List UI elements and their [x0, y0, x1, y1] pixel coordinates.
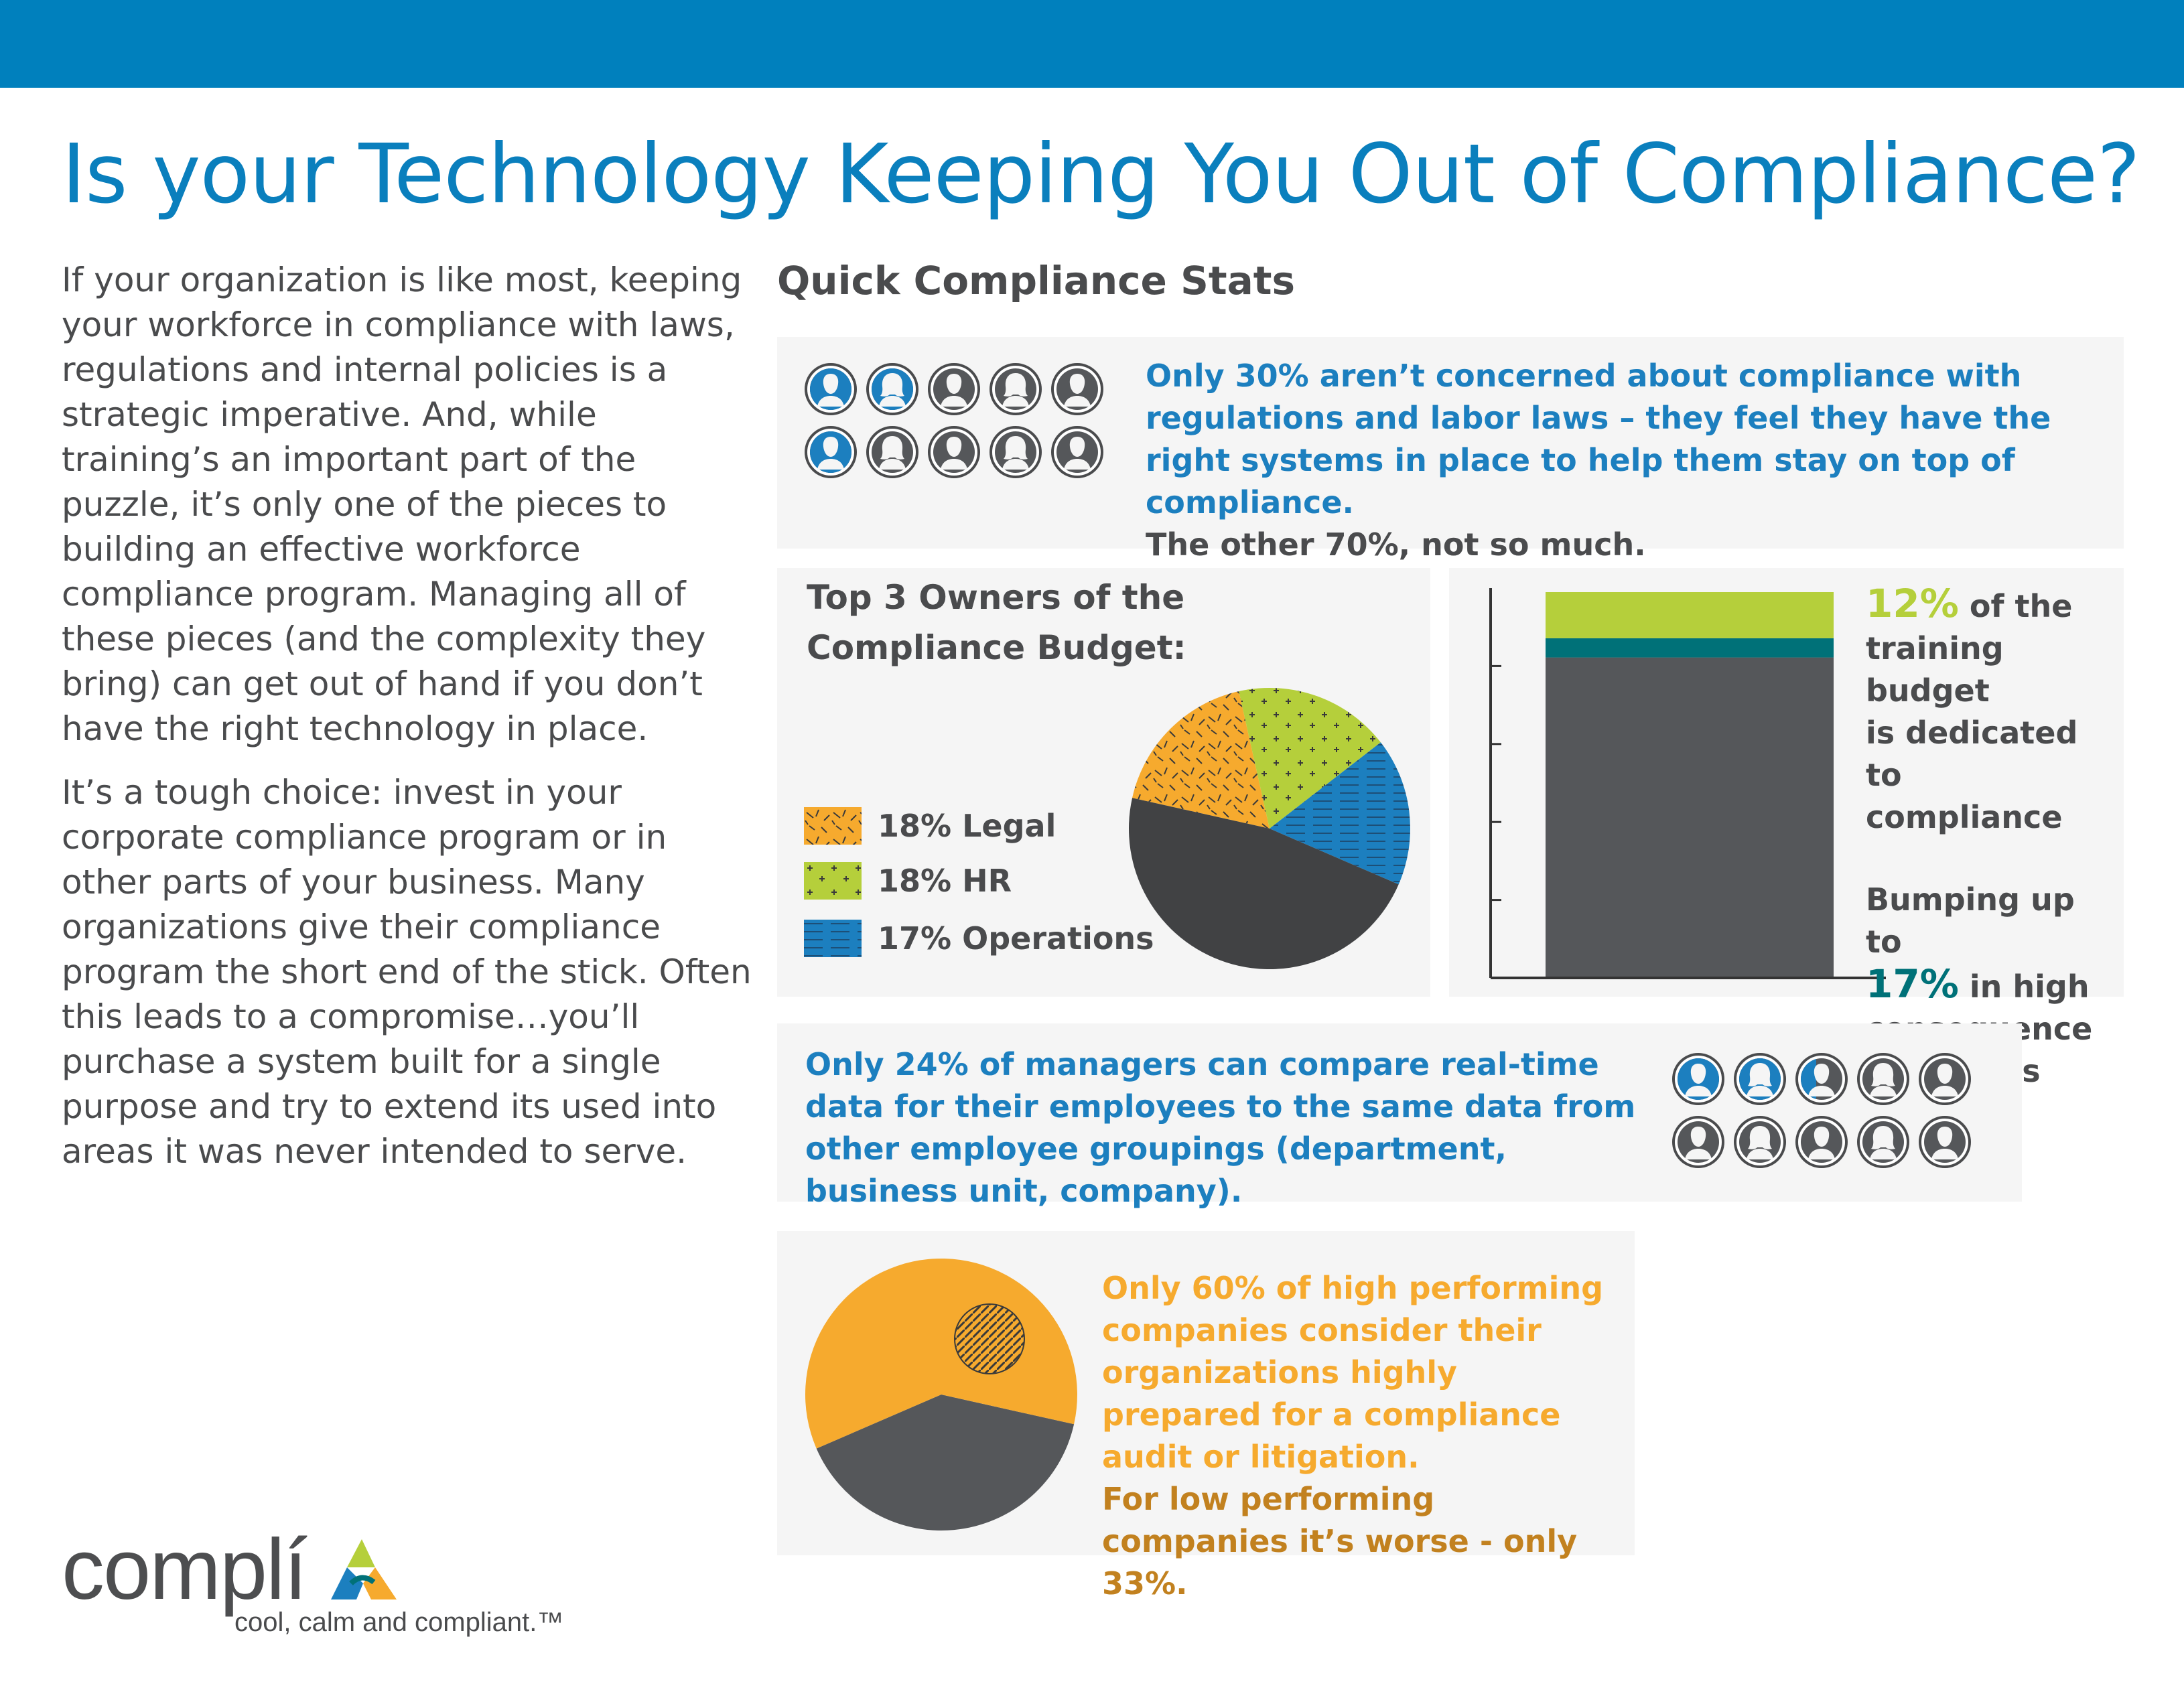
hr-swatch: [804, 862, 862, 900]
legend-operations: 17% Operations: [804, 920, 1154, 957]
operations-swatch: [804, 920, 862, 957]
stat-24-text: Only 24% of managers can compare real-ti…: [805, 1044, 1636, 1212]
text-compliance: compliance: [1866, 799, 2063, 835]
text-dedicated: is dedicated to: [1866, 715, 2078, 793]
p30-person-icon-8: [989, 426, 1042, 478]
p24-person-icon-3: [1857, 1053, 1909, 1105]
training-budget-bar-chart: [1489, 588, 1886, 979]
p30-person-icon-4: [1051, 363, 1103, 415]
p24-person-icon-5: [1672, 1116, 1724, 1168]
intro-paragraph-2: It’s a tough choice: invest in your corp…: [62, 773, 752, 1171]
stats-heading: Quick Compliance Stats: [777, 258, 1295, 303]
brand-tagline: cool, calm and compliant.™: [234, 1608, 564, 1637]
p24-person-icon-7: [1795, 1116, 1848, 1168]
budget-legend: 18% Legal 18% HR 17% Operations: [804, 807, 1154, 957]
logo-triangle-icon: [331, 1539, 397, 1599]
p24-person-icon-6: [1734, 1116, 1786, 1168]
p24-person-icon-8: [1857, 1116, 1909, 1168]
intro-text: If your organization is like most, keepi…: [62, 258, 752, 1174]
pie-slice-legal: [1132, 691, 1270, 829]
budget-title: Top 3 Owners of the Compliance Budget:: [807, 573, 1276, 673]
pie-slice-hr: [1239, 688, 1381, 829]
stat-60-highlight: Only 60% of high performing companies co…: [1102, 1270, 1604, 1475]
bar-segment-1: [1546, 638, 1834, 658]
pie-slice-operations: [1270, 742, 1410, 885]
p30-person-icon-7: [928, 426, 980, 478]
p30-person-icon-5: [805, 426, 857, 478]
bar-segment-0: [1546, 657, 1834, 977]
text-in-high: in high: [1958, 969, 2090, 1005]
stat-30-rest: The other 70%, not so much.: [1146, 526, 1646, 563]
people-row: [1671, 1115, 1972, 1169]
text-training-budget: training budget: [1866, 630, 2004, 709]
stat-30-highlight: Only 30% aren’t concerned about complian…: [1146, 358, 2051, 520]
training-budget-text: 12% of the training budget is dedicated …: [1866, 583, 2120, 1092]
page-title: Is your Technology Keeping You Out of Co…: [62, 127, 2140, 222]
stat-24-highlight: Only 24% of managers can compare real-ti…: [805, 1046, 1636, 1209]
pct-17: 17%: [1866, 961, 1959, 1007]
legend-legal-label: 18% Legal: [878, 808, 1056, 844]
p30-person-icon-2: [928, 363, 980, 415]
p30-person-icon-9: [1051, 426, 1103, 478]
intro-paragraph-1: If your organization is like most, keepi…: [62, 261, 742, 748]
legal-swatch: [804, 807, 862, 845]
budget-title-line-1: Top 3 Owners of the: [807, 578, 1185, 617]
p24-person-icon-1: [1734, 1053, 1786, 1105]
pie-hatched-marker: [954, 1303, 1025, 1374]
brand-logo: complí: [62, 1520, 308, 1619]
legend-operations-label: 17% Operations: [878, 920, 1154, 956]
stat-30-text: Only 30% aren’t concerned about complian…: [1146, 355, 2097, 566]
people-row: [1671, 1052, 1972, 1106]
people-row: [804, 362, 1104, 416]
stat-60-rest: For low performing companies it’s worse …: [1102, 1481, 1578, 1602]
pie-slice-prepared: [805, 1259, 1077, 1449]
p24-person-icon-0: [1672, 1053, 1724, 1105]
stat-60-text: Only 60% of high performing companies co…: [1102, 1267, 1611, 1605]
text-of-the: of the: [1958, 588, 2073, 624]
prepared-pie-chart: [805, 1259, 1077, 1531]
p24-person-icon-4: [1919, 1053, 1971, 1105]
stat-24-percent-panel: [777, 1023, 2022, 1202]
header-bar: [0, 0, 2184, 88]
bar-segment-2: [1546, 592, 1834, 638]
p24-person-icon-2: [1795, 1053, 1848, 1105]
legend-legal: 18% Legal: [804, 807, 1154, 845]
text-bumping: Bumping up to: [1866, 881, 2075, 960]
people-grid-24: [1671, 1052, 1972, 1169]
budget-pie-chart: [1129, 688, 1410, 970]
pie-slice-other: [1129, 798, 1399, 970]
p24-person-icon-9: [1919, 1116, 1971, 1168]
logo-wordmark: complí: [62, 1522, 308, 1618]
pie-slice-not-prepared: [816, 1395, 1075, 1531]
people-row: [804, 425, 1104, 479]
p30-person-icon-1: [866, 363, 918, 415]
budget-title-line-2: Compliance Budget:: [807, 628, 1186, 667]
pct-12: 12%: [1866, 581, 1959, 626]
people-grid-30: [804, 362, 1104, 479]
p30-person-icon-3: [989, 363, 1042, 415]
legend-hr: 18% HR: [804, 862, 1154, 900]
people-icons: [1671, 1052, 1972, 1169]
p30-person-icon-0: [805, 363, 857, 415]
p30-person-icon-6: [866, 426, 918, 478]
people-icons: [804, 362, 1104, 479]
legend-hr-label: 18% HR: [878, 863, 1012, 899]
